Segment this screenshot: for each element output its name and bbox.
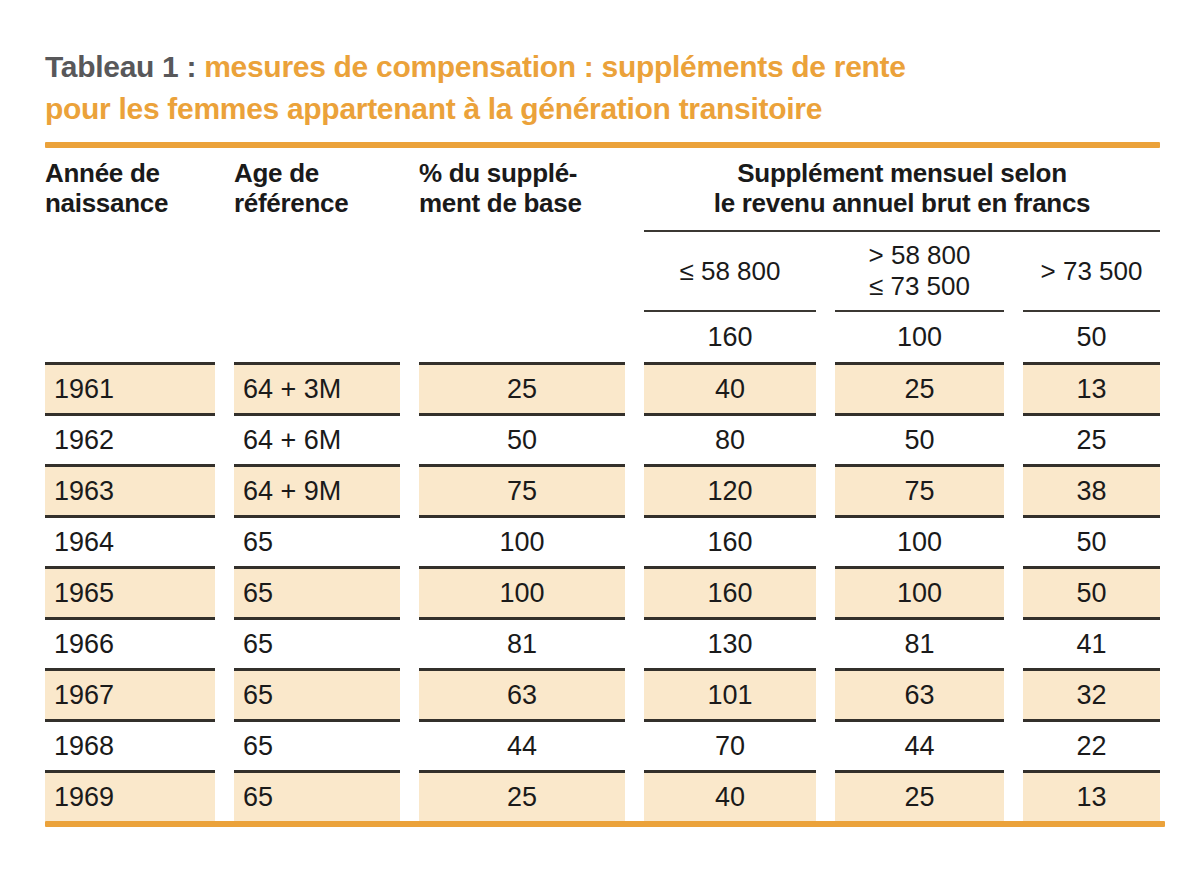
bracket-high: > 73 500 xyxy=(1023,232,1160,312)
spacer-cell xyxy=(234,312,400,362)
row-1967-v1: 101 xyxy=(644,668,816,719)
row-1963-v2: 75 xyxy=(835,464,1004,515)
header-monthly-supplement: Supplément mensuel selon le revenu annue… xyxy=(644,158,1160,232)
row-1967-age: 65 xyxy=(234,668,400,719)
row-1961-year: 1961 xyxy=(45,362,215,413)
row-1961-pct: 25 xyxy=(419,362,625,413)
row-1967-v2: 63 xyxy=(835,668,1004,719)
row-1968-v1: 70 xyxy=(644,719,816,770)
row-1968-v2: 44 xyxy=(835,719,1004,770)
max-value-low: 160 xyxy=(644,312,816,362)
row-1966-age: 65 xyxy=(234,617,400,668)
row-1969-v3: 13 xyxy=(1023,770,1160,821)
header-birth-year: Année de naissance xyxy=(45,158,215,218)
document-page: Tableau 1 : mesures de compensation : su… xyxy=(0,0,1200,875)
row-1962-year: 1962 xyxy=(45,413,215,464)
row-1961-v1: 40 xyxy=(644,362,816,413)
header-base-supplement-pct: % du supplé- ment de base xyxy=(419,158,625,218)
row-1963-year: 1963 xyxy=(45,464,215,515)
spacer-cell xyxy=(419,232,625,312)
table-number-label: Tableau 1 : xyxy=(45,50,204,83)
row-1968-year: 1968 xyxy=(45,719,215,770)
row-1961-v3: 13 xyxy=(1023,362,1160,413)
row-1964-year: 1964 xyxy=(45,515,215,566)
row-1969-pct: 25 xyxy=(419,770,625,821)
row-1965-v3: 50 xyxy=(1023,566,1160,617)
row-1963-v1: 120 xyxy=(644,464,816,515)
row-1963-age: 64 + 9M xyxy=(234,464,400,515)
row-1969-year: 1969 xyxy=(45,770,215,821)
max-value-mid: 100 xyxy=(835,312,1004,362)
row-1964-v1: 160 xyxy=(644,515,816,566)
row-1962-pct: 50 xyxy=(419,413,625,464)
row-1962-v1: 80 xyxy=(644,413,816,464)
table-title-text-line2: pour les femmes appartenant à la générat… xyxy=(45,92,822,125)
row-1969-age: 65 xyxy=(234,770,400,821)
row-1967-year: 1967 xyxy=(45,668,215,719)
table-title-line2: pour les femmes appartenant à la générat… xyxy=(45,88,1160,130)
row-1963-v3: 38 xyxy=(1023,464,1160,515)
row-1968-age: 65 xyxy=(234,719,400,770)
row-1965-age: 65 xyxy=(234,566,400,617)
row-1964-age: 65 xyxy=(234,515,400,566)
table-title-line1: Tableau 1 : mesures de compensation : su… xyxy=(45,46,1160,88)
row-1961-v2: 25 xyxy=(835,362,1004,413)
max-value-high: 50 xyxy=(1023,312,1160,362)
row-1966-year: 1966 xyxy=(45,617,215,668)
spacer-cell xyxy=(419,312,625,362)
row-1966-v2: 81 xyxy=(835,617,1004,668)
row-1969-v2: 25 xyxy=(835,770,1004,821)
row-1964-v3: 50 xyxy=(1023,515,1160,566)
row-1963-pct: 75 xyxy=(419,464,625,515)
row-1965-v1: 160 xyxy=(644,566,816,617)
row-1965-v2: 100 xyxy=(835,566,1004,617)
bracket-low: ≤ 58 800 xyxy=(644,232,816,312)
row-1966-v1: 130 xyxy=(644,617,816,668)
row-1969-v1: 40 xyxy=(644,770,816,821)
row-1962-age: 64 + 6M xyxy=(234,413,400,464)
row-1968-v3: 22 xyxy=(1023,719,1160,770)
row-1966-v3: 41 xyxy=(1023,617,1160,668)
header-reference-age: Age de référence xyxy=(234,158,400,218)
row-1964-v2: 100 xyxy=(835,515,1004,566)
table-bottom-rule xyxy=(45,821,1165,827)
row-1968-pct: 44 xyxy=(419,719,625,770)
row-1967-pct: 63 xyxy=(419,668,625,719)
row-1962-v2: 50 xyxy=(835,413,1004,464)
pension-supplement-table: Année de naissance Age de référence % du… xyxy=(45,158,1160,821)
title-divider-rule xyxy=(45,142,1160,148)
table-title: Tableau 1 : mesures de compensation : su… xyxy=(45,46,1160,130)
row-1967-v3: 32 xyxy=(1023,668,1160,719)
table-title-text-line1: mesures de compensation : suppléments de… xyxy=(204,50,905,83)
spacer-cell xyxy=(45,232,215,312)
spacer-cell xyxy=(45,312,215,362)
row-1961-age: 64 + 3M xyxy=(234,362,400,413)
row-1962-v3: 25 xyxy=(1023,413,1160,464)
row-1964-pct: 100 xyxy=(419,515,625,566)
row-1966-pct: 81 xyxy=(419,617,625,668)
spacer-cell xyxy=(234,232,400,312)
row-1965-year: 1965 xyxy=(45,566,215,617)
row-1965-pct: 100 xyxy=(419,566,625,617)
bracket-mid: > 58 800 ≤ 73 500 xyxy=(835,232,1004,312)
